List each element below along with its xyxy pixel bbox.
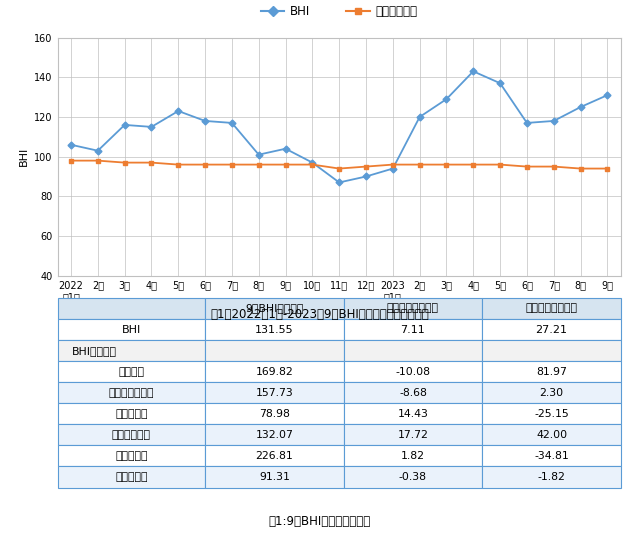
- Text: 表1:9月BHI及分指数数据表: 表1:9月BHI及分指数数据表: [269, 516, 371, 528]
- Text: 图1：2022年1月-2023年9月BHI与国房景气指数对比图: 图1：2022年1月-2023年9月BHI与国房景气指数对比图: [211, 308, 429, 321]
- Y-axis label: BHI: BHI: [19, 147, 29, 166]
- Legend: BHI, 国房景气指数: BHI, 国房景气指数: [256, 1, 422, 23]
